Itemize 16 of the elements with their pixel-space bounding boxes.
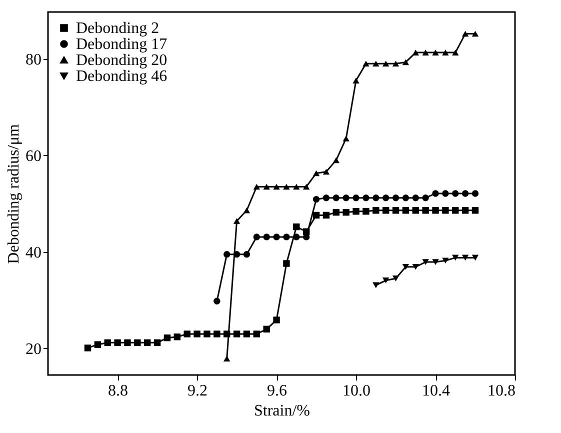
y-tick-label: 20 (26, 340, 42, 358)
legend-label: Debonding 46 (76, 68, 168, 85)
y-tick-label: 60 (26, 148, 42, 165)
legend-label: Debonding 20 (76, 52, 168, 69)
y-tick-label: 80 (26, 51, 42, 68)
x-tick-label: 10.8 (488, 382, 516, 400)
legend-label: Debonding 17 (76, 36, 168, 53)
x-axis-title: Strain/% (254, 402, 310, 420)
x-tick-label: 9.6 (267, 382, 288, 400)
x-tick-label: 10.4 (422, 382, 450, 400)
y-axis-title: Debonding radius/μm (6, 124, 22, 264)
y-tick-label: 40 (26, 244, 42, 262)
x-tick-label: 9.2 (188, 382, 208, 400)
x-tick-label: 8.8 (108, 382, 128, 400)
legend-label: Debonding 2 (76, 20, 160, 37)
x-tick-label: 10.0 (342, 382, 371, 400)
